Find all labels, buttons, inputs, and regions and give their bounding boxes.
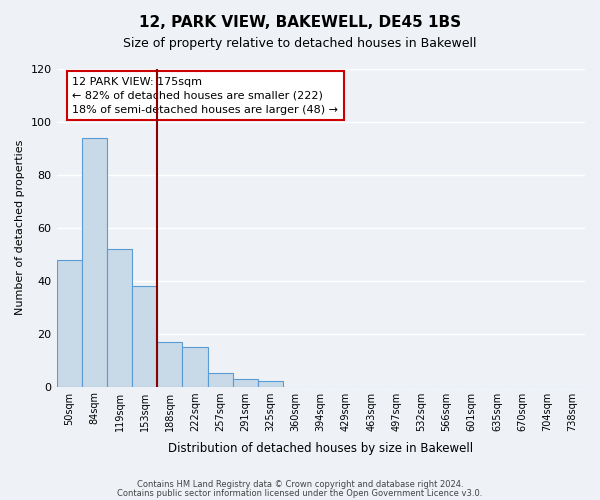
Text: Contains public sector information licensed under the Open Government Licence v3: Contains public sector information licen… xyxy=(118,488,482,498)
Bar xyxy=(233,378,258,386)
Bar xyxy=(182,347,208,387)
Bar xyxy=(208,374,233,386)
Text: Size of property relative to detached houses in Bakewell: Size of property relative to detached ho… xyxy=(123,38,477,51)
Text: 12 PARK VIEW: 175sqm
← 82% of detached houses are smaller (222)
18% of semi-deta: 12 PARK VIEW: 175sqm ← 82% of detached h… xyxy=(73,77,338,115)
X-axis label: Distribution of detached houses by size in Bakewell: Distribution of detached houses by size … xyxy=(168,442,473,455)
Text: Contains HM Land Registry data © Crown copyright and database right 2024.: Contains HM Land Registry data © Crown c… xyxy=(137,480,463,489)
Bar xyxy=(107,249,132,386)
Text: 12, PARK VIEW, BAKEWELL, DE45 1BS: 12, PARK VIEW, BAKEWELL, DE45 1BS xyxy=(139,15,461,30)
Bar xyxy=(132,286,157,386)
Bar xyxy=(258,381,283,386)
Bar xyxy=(82,138,107,386)
Bar xyxy=(157,342,182,386)
Bar xyxy=(56,260,82,386)
Y-axis label: Number of detached properties: Number of detached properties xyxy=(15,140,25,316)
